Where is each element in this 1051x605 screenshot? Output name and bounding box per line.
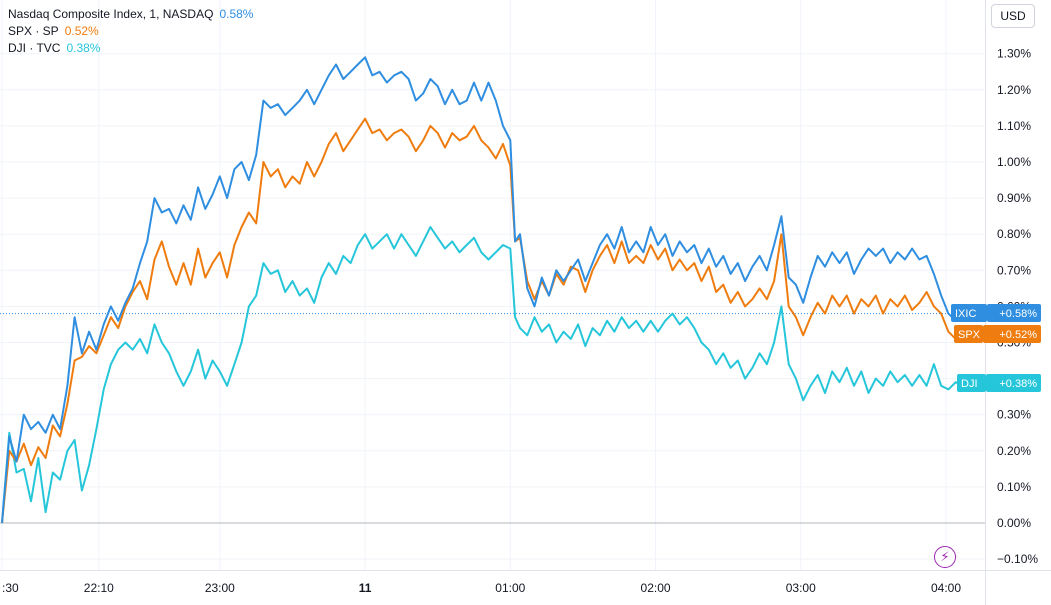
y-tick-label: 0.90% <box>997 191 1031 205</box>
legend-name: SPX · SP <box>8 24 59 38</box>
y-tick-label: 1.30% <box>997 47 1031 61</box>
y-tick-label: 0.10% <box>997 480 1031 494</box>
series-tags: IXIC +0.58% SPX +0.52% DJI +0.38% <box>951 304 1041 392</box>
y-tick-label: 0.20% <box>997 444 1031 458</box>
legend-row-ixic[interactable]: Nasdaq Composite Index, 1, NASDAQ 0.58% <box>8 6 253 23</box>
x-tick-label: 23:00 <box>205 581 235 595</box>
x-tick-label: 03:00 <box>786 581 816 595</box>
y-tick-label: 0.00% <box>997 516 1031 530</box>
series-tag-value-bg <box>983 325 1041 343</box>
series-tag-name-bg <box>951 304 987 322</box>
series-tag-value: +0.58% <box>999 308 1037 320</box>
series-tag-name-bg <box>954 325 983 343</box>
legend-name: DJI · TVC <box>8 41 61 55</box>
chart-legend: Nasdaq Composite Index, 1, NASDAQ 0.58% S… <box>8 6 253 57</box>
y-tick-label: −0.10% <box>997 552 1038 566</box>
series-tag-dji[interactable]: DJI +0.38% <box>957 374 1041 392</box>
legend-row-spx[interactable]: SPX · SP 0.52% <box>8 23 253 40</box>
series-tag-value: +0.52% <box>999 329 1037 341</box>
y-tick-label: 0.80% <box>997 227 1031 241</box>
legend-name: Nasdaq Composite Index, 1, NASDAQ <box>8 7 214 21</box>
legend-row-dji[interactable]: DJI · TVC 0.38% <box>8 40 253 57</box>
x-axis: :30 22:10 23:00 11 01:00 02:00 03:00 04:00 <box>2 581 961 595</box>
series-tag-name-bg <box>957 374 986 392</box>
y-tick-label: 1.00% <box>997 155 1031 169</box>
series-tag-name: IXIC <box>955 308 976 320</box>
series-tag-value: +0.38% <box>999 378 1037 390</box>
x-tick-label: 04:00 <box>931 581 961 595</box>
x-tick-label: 11 <box>359 581 372 595</box>
series-tag-ixic[interactable]: IXIC +0.58% <box>951 304 1041 322</box>
y-tick-label: 0.30% <box>997 408 1031 422</box>
y-tick-label: 1.10% <box>997 119 1031 133</box>
legend-value: 0.52% <box>64 24 99 38</box>
series-line-spx[interactable] <box>1 117 964 524</box>
x-tick-label: :30 <box>2 581 19 595</box>
series-tag-name: DJI <box>961 378 978 390</box>
grid <box>0 0 985 570</box>
legend-value: 0.38% <box>66 41 101 55</box>
currency-button[interactable]: USD <box>991 4 1035 28</box>
series-tag-value-bg <box>987 304 1041 322</box>
series-line-dji[interactable] <box>1 226 964 524</box>
y-tick-label: 0.70% <box>997 263 1031 277</box>
series-tag-spx[interactable]: SPX +0.52% <box>954 325 1041 343</box>
lightning-bolt-icon[interactable]: ⚡ <box>934 546 956 568</box>
legend-value: 0.58% <box>219 7 254 21</box>
x-tick-label: 02:00 <box>641 581 671 595</box>
y-tick-label: 1.20% <box>997 83 1031 97</box>
x-tick-label: 01:00 <box>495 581 525 595</box>
x-tick-label: 22:10 <box>84 581 114 595</box>
series-tag-name: SPX <box>958 329 981 341</box>
series-tag-value-bg <box>986 374 1041 392</box>
series-line-ixic[interactable] <box>1 56 964 524</box>
